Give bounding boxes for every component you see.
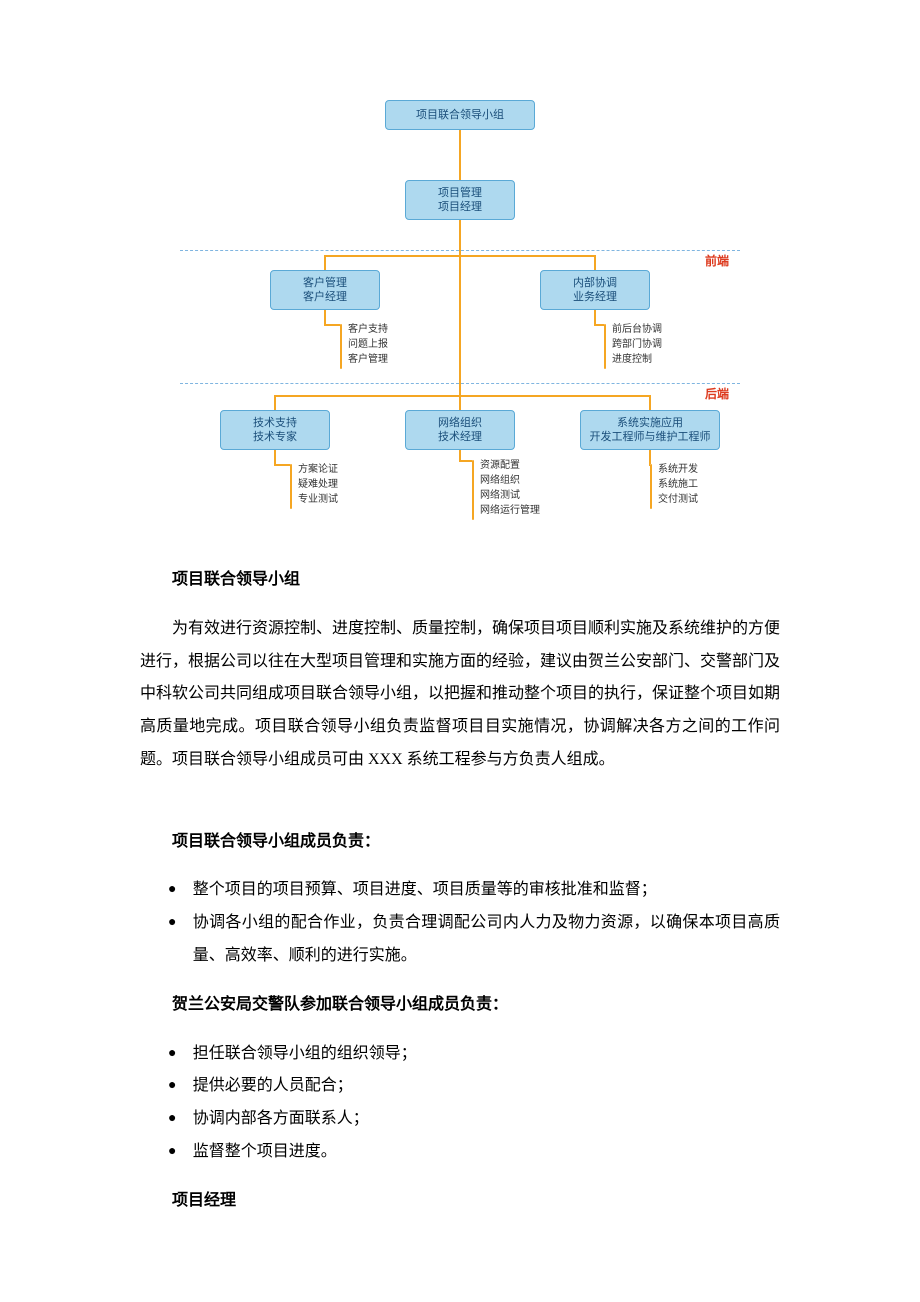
connector [459, 130, 461, 180]
connector [274, 395, 276, 410]
org-chart: 项目联合领导小组项目管理项目经理客户管理客户经理 内部协调业务经理技术支持技术专家… [180, 100, 740, 540]
connector [274, 450, 276, 464]
connector [594, 255, 596, 270]
connector [594, 310, 596, 324]
bullet-item: 担任联合领导小组的组织领导； [140, 1038, 780, 1071]
connector [324, 310, 326, 324]
connector [324, 324, 340, 326]
connector [459, 395, 461, 410]
section-label-back: 后端 [705, 385, 729, 402]
bracket [290, 464, 292, 509]
chart-node-top: 项目联合领导小组 [385, 100, 535, 130]
chart-node-tech: 技术支持技术专家 [220, 410, 330, 450]
page: 项目联合领导小组项目管理项目经理客户管理客户经理内部协调业务经理技术支持技术专家… [0, 0, 920, 1302]
body-text: 项目联合领导小组 为有效进行资源控制、进度控制、质量控制，确保项目项目顺利实施及… [140, 564, 780, 1218]
chart-sublist-tech: 方案论证疑难处理专业测试 [298, 462, 338, 507]
connector [325, 255, 595, 257]
heading-2: 项目联合领导小组成员负责： [140, 826, 780, 859]
chart-sublist-net: 资源配置网络组织网络测试网络运行管理 [480, 458, 540, 518]
connector [594, 324, 604, 326]
connector [324, 255, 326, 270]
chart-node-cust: 客户管理客户经理 [270, 270, 380, 310]
connector [459, 460, 472, 462]
chart-node-coord: 内部协调业务经理 [540, 270, 650, 310]
heading-1: 项目联合领导小组 [140, 564, 780, 597]
bullet-list-1: 整个项目的项目预算、项目进度、项目质量等的审核批准和监督；协调各小组的配合作业，… [140, 874, 780, 972]
section-label-front: 前端 [705, 252, 729, 269]
bullet-item: 提供必要的人员配合； [140, 1070, 780, 1103]
connector [649, 395, 651, 410]
heading-4: 项目经理 [140, 1185, 780, 1218]
connector [649, 450, 651, 464]
chart-sublist-coord: 前后台协调跨部门协调进度控制 [612, 322, 662, 367]
heading-3: 贺兰公安局交警队参加联合领导小组成员负责： [140, 989, 780, 1022]
chart-node-sys: 系统实施应用开发工程师与维护工程师 [580, 410, 720, 450]
chart-sublist-sys: 系统开发系统施工交付测试 [658, 462, 698, 507]
bracket [650, 464, 652, 509]
bullet-item: 整个项目的项目预算、项目进度、项目质量等的审核批准和监督； [140, 874, 780, 907]
connector [275, 395, 650, 397]
bracket [340, 324, 342, 369]
chart-node-net: 网络组织技术经理 [405, 410, 515, 450]
bracket [472, 460, 474, 520]
bracket [604, 324, 606, 369]
bullet-item: 协调内部各方面联系人； [140, 1103, 780, 1136]
bullet-item: 协调各小组的配合作业，负责合理调配公司内人力及物力资源，以确保本项目高质量、高效… [140, 907, 780, 973]
chart-sublist-cust: 客户支持问题上报客户管理 [348, 322, 388, 367]
connector [459, 220, 461, 410]
connector [459, 450, 461, 460]
paragraph-1: 为有效进行资源控制、进度控制、质量控制，确保项目项目顺利实施及系统维护的方便进行… [140, 613, 780, 777]
connector [274, 464, 290, 466]
bullet-item: 监督整个项目进度。 [140, 1136, 780, 1169]
bullet-list-2: 担任联合领导小组的组织领导；提供必要的人员配合；协调内部各方面联系人；监督整个项… [140, 1038, 780, 1169]
chart-node-pm: 项目管理项目经理 [405, 180, 515, 220]
